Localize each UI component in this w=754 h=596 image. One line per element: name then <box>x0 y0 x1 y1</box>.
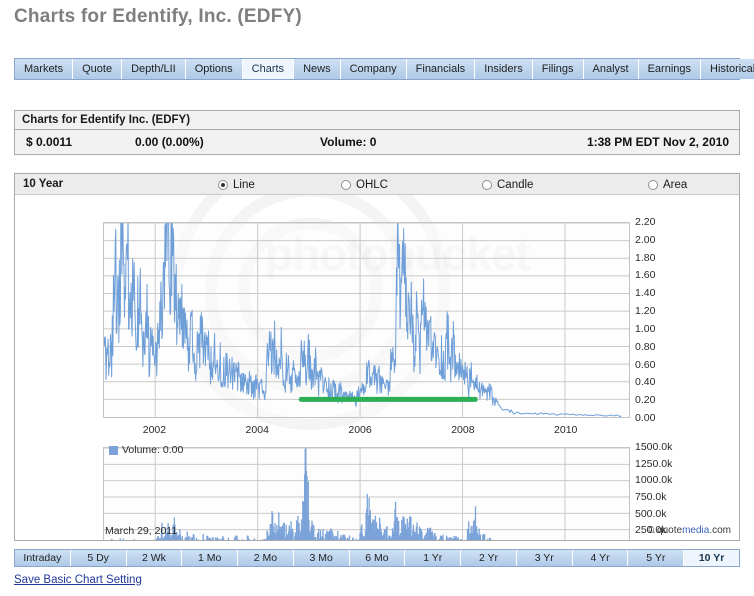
period-button-10-yr[interactable]: 10 Yr <box>684 550 739 566</box>
price-x-tick-label: 2008 <box>451 424 475 436</box>
period-button-5-yr[interactable]: 5 Yr <box>628 550 685 566</box>
chart-type-label-ohlc: OHLC <box>356 178 388 191</box>
price-y-tick-label: 2.20 <box>635 216 656 228</box>
nav-tab-filings[interactable]: Filings <box>532 59 584 79</box>
period-button-1-yr[interactable]: 1 Yr <box>405 550 462 566</box>
price-y-tick-label: 0.20 <box>635 394 656 407</box>
volume-chart-plot[interactable] <box>103 447 630 540</box>
volume-legend-label: Volume: 0.00 <box>122 444 184 456</box>
period-button-4-yr[interactable]: 4 Yr <box>572 550 629 566</box>
nav-tab-depth-lii[interactable]: Depth/LII <box>122 59 186 79</box>
quote-panel: Charts for Edentify Inc. (EDFY) $ 0.0011… <box>14 110 740 155</box>
period-button-2-yr[interactable]: 2 Yr <box>461 550 517 566</box>
page-title: Charts for Edentify, Inc. (EDFY) <box>14 6 302 27</box>
quote-volume: Volume: 0 <box>320 135 377 149</box>
price-y-tick-label: 0.60 <box>635 358 656 371</box>
chart-type-label-area: Area <box>663 178 688 191</box>
copyright-brand: media <box>682 525 710 536</box>
nav-tab-options[interactable]: Options <box>185 59 243 79</box>
volume-legend-swatch-icon <box>109 445 118 455</box>
nav-tab-historical[interactable]: Historical <box>701 59 754 79</box>
period-button-2-mo[interactable]: 2 Mo <box>238 550 294 566</box>
period-button-2-wk[interactable]: 2 Wk <box>126 550 183 566</box>
radio-dot-icon <box>648 179 658 190</box>
nav-tab-insiders[interactable]: Insiders <box>475 59 533 79</box>
price-y-tick-label: 1.60 <box>635 269 656 282</box>
quote-price: $ 0.0011 <box>26 135 73 149</box>
price-y-tick-label: 1.20 <box>635 305 656 318</box>
chart-copyright: © quotemedia.com <box>647 525 731 536</box>
volume-y-tick-label: 1000.0k <box>635 474 673 487</box>
volume-legend: Volume: 0.00 <box>109 444 183 456</box>
period-button-1-mo[interactable]: 1 Mo <box>182 550 239 566</box>
period-button-6-mo[interactable]: 6 Mo <box>349 550 406 566</box>
nav-tab-quote[interactable]: Quote <box>73 59 123 79</box>
price-y-tick-label: 1.80 <box>635 251 656 264</box>
price-x-tick-label: 2004 <box>245 424 269 436</box>
price-x-tick-label: 2006 <box>348 424 372 436</box>
nav-tab-company[interactable]: Company <box>340 59 407 79</box>
price-y-tick-label: 0.80 <box>635 340 656 353</box>
period-button-5-dy[interactable]: 5 Dy <box>70 550 127 566</box>
price-y-tick-label: 1.40 <box>635 287 656 300</box>
radio-dot-icon <box>341 179 351 190</box>
volume-y-tick-label: 1250.0k <box>635 457 673 470</box>
chart-type-label-candle: Candle <box>497 178 534 191</box>
chart-range-label: 10 Year <box>23 178 64 190</box>
price-y-tick-label: 0.40 <box>635 376 656 389</box>
quote-panel-header: Charts for Edentify Inc. (EDFY) <box>15 111 739 130</box>
radio-dot-icon <box>218 179 228 190</box>
period-button-3-yr[interactable]: 3 Yr <box>516 550 573 566</box>
price-chart-plot[interactable] <box>103 222 630 418</box>
nav-tab-bar: Markets Quote Depth/LII Options Charts News Co… <box>14 58 754 80</box>
nav-tab-financials[interactable]: Financials <box>406 59 476 79</box>
volume-y-tick-label: 500.0k <box>635 507 667 520</box>
period-selector-bar: Intraday 5 Dy 2 Wk 1 Mo 2 Mo 3 Mo 6 Mo 1 Yr 2 Yr… <box>14 549 740 567</box>
chart-type-radio-candle[interactable]: Candle <box>482 174 533 195</box>
chart-type-radio-line[interactable]: Line <box>218 174 255 195</box>
chart-body: photobucket Join free. Share privately V… <box>15 195 739 540</box>
volume-y-tick-label: 1500.0k <box>635 441 673 453</box>
copyright-prefix: © quote <box>646 525 683 536</box>
nav-tab-analyst[interactable]: Analyst <box>583 59 639 79</box>
chart-type-bar: 10 Year Line OHLC Candle Area <box>15 174 739 195</box>
nav-tab-earnings[interactable]: Earnings <box>638 59 702 79</box>
nav-tab-charts[interactable]: Charts <box>242 59 295 79</box>
chart-type-radio-area[interactable]: Area <box>648 174 687 195</box>
copyright-suffix: .com <box>709 525 731 536</box>
chart-type-radio-ohlc[interactable]: OHLC <box>341 174 388 195</box>
quote-change: 0.00 (0.00%) <box>135 135 204 149</box>
chart-frame: 10 Year Line OHLC Candle Area photobucke… <box>14 173 740 541</box>
volume-chart-svg <box>104 448 629 540</box>
price-y-tick-label: 1.00 <box>635 322 656 335</box>
price-y-tick-label: 2.00 <box>635 233 656 246</box>
price-chart-svg <box>104 223 629 417</box>
quote-timestamp: 1:38 PM EDT Nov 2, 2010 <box>586 135 729 149</box>
chart-date-label: March 29, 2011 <box>105 525 178 537</box>
radio-dot-icon <box>482 179 492 190</box>
period-button-intraday[interactable]: Intraday <box>15 550 71 566</box>
nav-tab-markets[interactable]: Markets <box>15 59 74 79</box>
chart-type-label-line: Line <box>233 178 255 191</box>
nav-tab-news[interactable]: News <box>294 59 341 79</box>
price-y-tick-label: 0.00 <box>635 412 656 424</box>
save-chart-setting-link[interactable]: Save Basic Chart Setting <box>14 574 142 586</box>
quote-summary-row: $ 0.0011 0.00 (0.00%) Volume: 0 1:38 PM … <box>15 130 739 154</box>
volume-y-tick-label: 250.0k <box>635 524 667 537</box>
price-x-tick-label: 2002 <box>142 424 167 436</box>
volume-y-tick-label: 750.0k <box>635 491 667 503</box>
period-button-3-mo[interactable]: 3 Mo <box>293 550 350 566</box>
price-x-tick-label: 2010 <box>554 424 578 436</box>
